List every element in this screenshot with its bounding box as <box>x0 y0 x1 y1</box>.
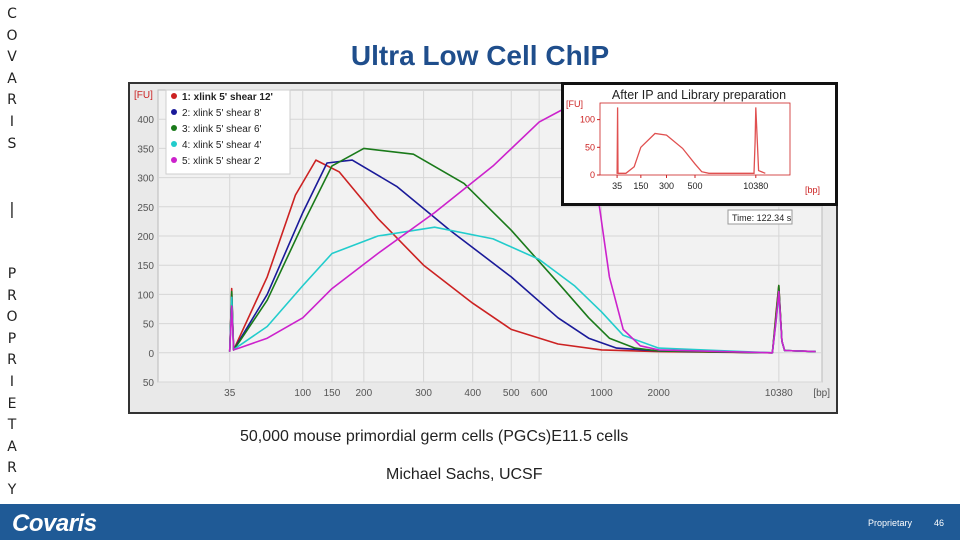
inset-y-tick-label: 0 <box>590 170 595 180</box>
y-tick-label: 100 <box>137 290 154 301</box>
y-tick-label: 400 <box>137 115 154 126</box>
inset-y-unit-label: [FU] <box>566 99 583 109</box>
x-tick-label: 200 <box>355 388 372 399</box>
y-tick-label: 50 <box>143 320 155 331</box>
caption-author: Michael Sachs, UCSF <box>386 466 543 483</box>
legend-marker <box>171 157 177 163</box>
side-text-proprietary-letter: R <box>7 287 17 304</box>
covaris-logo: Covaris <box>12 510 97 537</box>
side-text-proprietary-letter: O <box>6 309 18 326</box>
x-tick-label: 500 <box>503 388 520 399</box>
legend-label: 5: xlink 5' shear 2' <box>182 156 262 167</box>
side-text-covaris-letter: S <box>7 135 17 152</box>
y-tick-label: 200 <box>137 232 154 243</box>
legend-box <box>165 89 291 175</box>
y-tick-label: 250 <box>137 203 154 214</box>
y-tick-label: 50 <box>143 378 155 389</box>
footer-bar: Covaris Proprietary 46 <box>0 504 960 540</box>
legend-label: 2: xlink 5' shear 8' <box>182 108 262 119</box>
side-text-proprietary-letter: E <box>7 395 17 412</box>
x-tick-label: 150 <box>324 388 341 399</box>
side-text-proprietary-letter: R <box>7 352 17 369</box>
x-tick-label: 2000 <box>648 388 671 399</box>
inset-chart-svg: After IP and Library preparation [FU] [bp]… <box>564 85 835 203</box>
side-text-proprietary-letter: T <box>7 417 17 434</box>
side-text-covaris-letter: O <box>6 27 18 44</box>
inset-y-tick-label: 50 <box>585 142 595 152</box>
footer-proprietary-label: Proprietary <box>868 518 913 528</box>
legend: 1: xlink 5' shear 12' 2: xlink 5' shear 8… <box>165 89 291 175</box>
side-text-proprietary-letter: P <box>7 266 17 282</box>
inset-x-tick-label: 10380 <box>743 181 768 191</box>
inset-chart: After IP and Library preparation [FU] [bp]… <box>561 82 838 206</box>
side-text-proprietary-letter: P <box>7 330 17 347</box>
page-number: 46 <box>934 518 945 528</box>
inset-x-tick-label: 35 <box>612 181 622 191</box>
legend-marker <box>171 125 177 131</box>
y-unit-label: [FU] <box>134 90 153 101</box>
side-text-covaris-letter: A <box>7 70 17 87</box>
time-label-box: Time: 122.34 s <box>727 209 793 225</box>
side-text-proprietary-letter: A <box>7 438 17 455</box>
inset-series-line <box>616 107 766 174</box>
side-text-covaris-letter: R <box>7 92 17 109</box>
time-label: Time: 122.34 s <box>732 213 792 223</box>
y-tick-label: 0 <box>148 349 154 360</box>
slide-title: Ultra Low Cell ChIP <box>350 40 610 71</box>
legend-label: 1: xlink 5' shear 12' <box>182 92 273 103</box>
inset-x-tick-label: 300 <box>659 181 674 191</box>
side-text-covaris-letter: I <box>9 113 15 130</box>
x-tick-label: 100 <box>294 388 311 399</box>
y-tick-label: 150 <box>137 261 154 272</box>
x-tick-label: 300 <box>415 388 432 399</box>
inset-title: After IP and Library preparation <box>612 88 786 102</box>
x-tick-label: 35 <box>224 388 236 399</box>
caption-cells: 50,000 mouse primordial germ cells (PGCs… <box>240 428 629 445</box>
x-tick-label: 10380 <box>765 388 793 399</box>
legend-marker <box>171 109 177 115</box>
x-tick-label: 1000 <box>590 388 613 399</box>
time-box <box>727 209 793 225</box>
legend-label: 4: xlink 5' shear 4' <box>182 140 262 151</box>
inset-y-tick-label: 100 <box>580 115 595 125</box>
legend-marker <box>171 141 177 147</box>
inset-x-tick-label: 150 <box>633 181 648 191</box>
side-text-proprietary-letter: I <box>9 373 15 390</box>
legend-label: 3: xlink 5' shear 6' <box>182 124 262 135</box>
legend-marker <box>171 93 177 99</box>
x-unit-label: [bp] <box>813 388 830 399</box>
x-tick-label: 600 <box>531 388 548 399</box>
y-tick-label: 350 <box>137 144 154 155</box>
inset-x-unit-label: [bp] <box>805 185 820 195</box>
side-text-covaris-letter: C <box>7 6 17 22</box>
x-tick-label: 400 <box>464 388 481 399</box>
inset-x-tick-label: 500 <box>687 181 702 191</box>
side-text-separator: | <box>9 199 15 218</box>
side-text-proprietary-letter: Y <box>7 481 17 498</box>
side-text-covaris-letter: V <box>7 49 17 66</box>
side-text-proprietary-letter: R <box>7 460 17 477</box>
y-tick-label: 300 <box>137 174 154 185</box>
